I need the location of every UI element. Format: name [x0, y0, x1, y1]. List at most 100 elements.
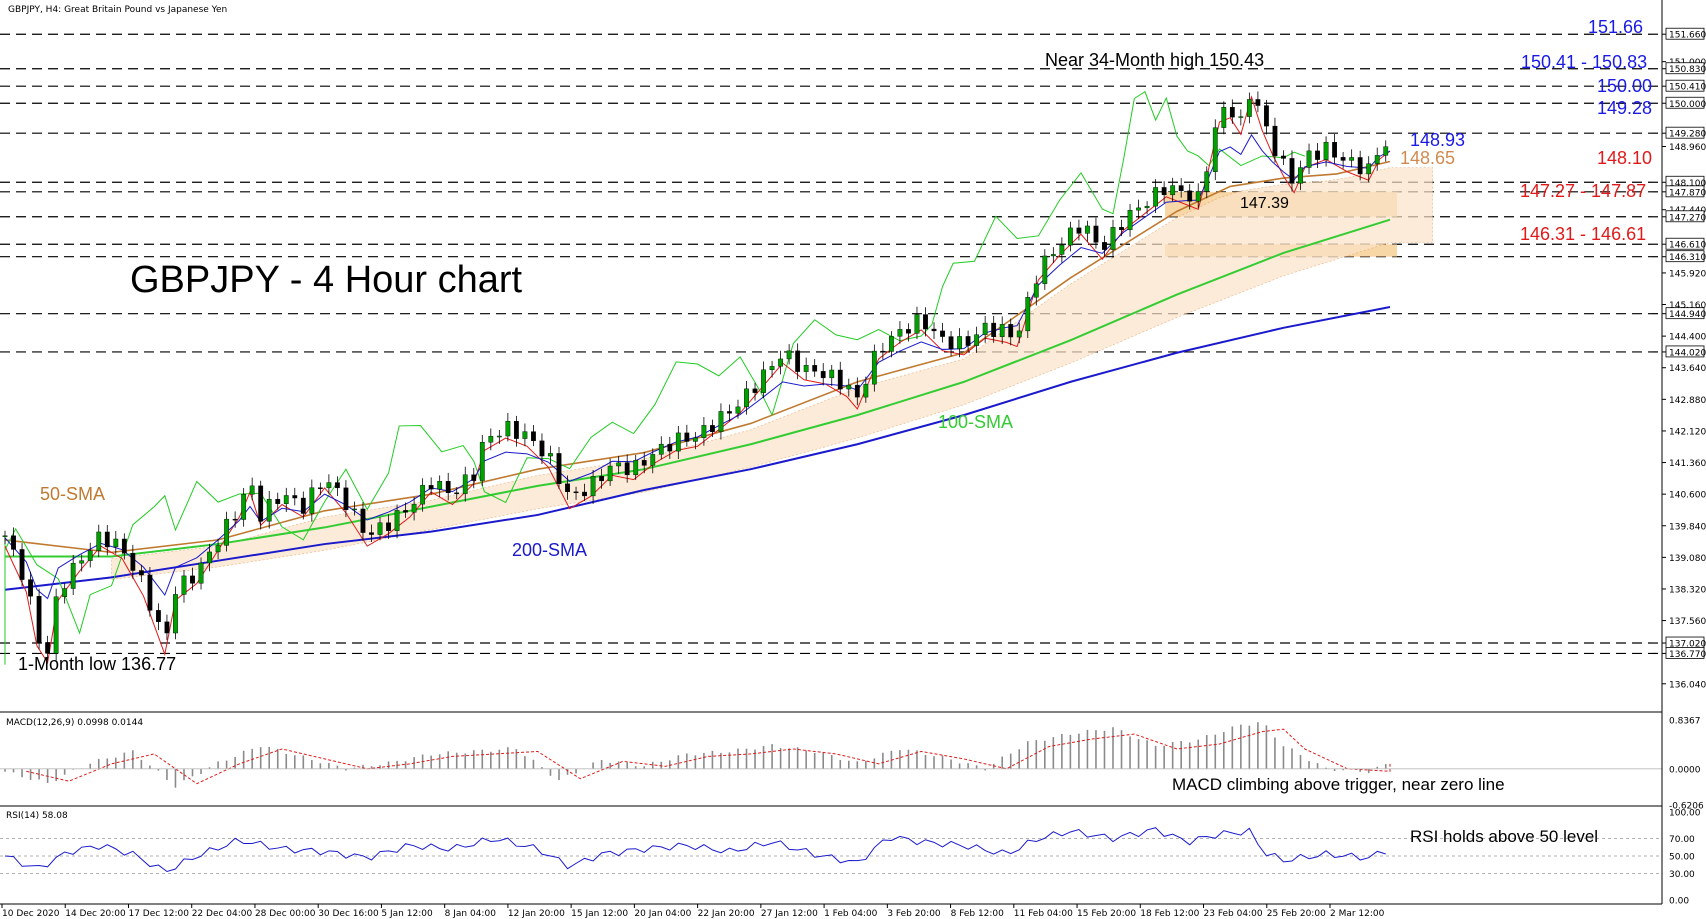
macd-header: MACD(12,26,9) 0.0998 0.0144: [6, 718, 143, 728]
candle-body: [454, 492, 460, 495]
candle-body: [837, 369, 843, 390]
candle-body: [727, 411, 732, 414]
candle-body: [138, 570, 144, 576]
resistance-label-1: 151.66: [1588, 17, 1643, 37]
sma50-line: [4, 160, 1391, 554]
candle-body: [735, 406, 741, 414]
macd-tick-label: 0.0000: [1669, 765, 1701, 775]
candle-body: [710, 425, 715, 432]
sma100-line: [5, 218, 1391, 558]
y-tick-label: 136.040: [1669, 680, 1706, 690]
candle-body: [1059, 244, 1065, 255]
candle-body: [11, 535, 16, 550]
candle-body: [948, 336, 954, 350]
candle-body: [1229, 107, 1235, 118]
candle-body: [1246, 99, 1252, 117]
rsi-tick-label: 50.00: [1669, 853, 1695, 863]
candle-body: [1178, 185, 1184, 192]
candle-body: [897, 329, 903, 337]
candle-body: [1102, 242, 1107, 250]
resistance-label-4: 149.28: [1597, 98, 1652, 118]
sma50-label: 50-SMA: [40, 484, 105, 504]
candle-body: [28, 579, 33, 597]
candle-body: [752, 388, 758, 393]
candle-body: [769, 366, 775, 371]
candle-body: [70, 562, 76, 589]
y-tick-label: 139.840: [1669, 522, 1706, 532]
candle-body: [1016, 330, 1022, 338]
candle-body: [1264, 105, 1269, 127]
candle-body: [258, 485, 264, 522]
y-tick-box: [1665, 345, 1705, 358]
candle-body: [871, 350, 877, 385]
candle-body: [880, 350, 886, 353]
candle-body: [317, 487, 323, 489]
candle-body: [173, 594, 178, 634]
candle-body: [326, 482, 332, 489]
kijun-label: 148.93: [1410, 130, 1465, 150]
candle-body: [744, 388, 749, 408]
candle-body: [386, 522, 391, 531]
y-tick-label: 148.100: [1669, 179, 1706, 189]
candle-body: [437, 481, 443, 490]
x-tick-label: 5 Jan 12:00: [381, 909, 433, 919]
candle-body: [352, 508, 357, 511]
candle-body: [411, 503, 417, 513]
candle-body: [1161, 187, 1167, 196]
candle-body: [812, 365, 818, 372]
candle-body: [718, 411, 724, 432]
candle-body: [906, 329, 911, 334]
macd-tick-label: 0.8367: [1669, 717, 1701, 727]
candle-body: [113, 538, 119, 548]
macd-signal-line: [26, 728, 1391, 785]
y-tick-label: 144.020: [1669, 348, 1706, 358]
candle-body: [462, 474, 468, 494]
candle-body: [582, 491, 587, 497]
candle-body: [1067, 227, 1073, 246]
candle-body: [198, 562, 204, 584]
cloud-label: 148.65: [1400, 148, 1455, 168]
candle-body: [854, 384, 860, 398]
candle-body: [1298, 167, 1303, 184]
candle-body: [641, 460, 647, 466]
candle-body: [889, 336, 894, 352]
candle-body: [156, 610, 161, 623]
candle-body: [1212, 127, 1218, 172]
candle-body: [923, 314, 928, 330]
x-tick-label: 2 Mar 12:00: [1330, 909, 1385, 919]
x-tick-label: 8 Jan 04:00: [445, 909, 497, 919]
y-tick-label: 144.940: [1669, 310, 1706, 320]
candle-body: [513, 420, 519, 439]
x-tick-label: 27 Jan 12:00: [761, 909, 818, 919]
candle-body: [309, 487, 315, 514]
candle-body: [761, 369, 766, 393]
candle-body: [1323, 142, 1329, 160]
candle-body: [275, 498, 281, 504]
x-tick-label: 8 Feb 12:00: [951, 909, 1005, 919]
candle-body: [403, 510, 408, 513]
candle-body: [1204, 171, 1210, 192]
candle-body: [999, 324, 1005, 337]
y-tick-label: 147.270: [1669, 213, 1706, 223]
candle-body: [624, 462, 630, 476]
y-tick-label: 151.660: [1669, 31, 1706, 41]
candle-body: [1008, 324, 1014, 338]
y-tick-label: 140.600: [1669, 491, 1706, 501]
x-tick-label: 17 Dec 12:00: [128, 909, 189, 919]
y-tick-box: [1665, 96, 1705, 109]
candle-body: [1238, 116, 1244, 118]
candle-body: [1281, 155, 1286, 159]
candle-body: [590, 476, 596, 497]
candle-body: [1033, 283, 1039, 298]
y-tick-label: 146.310: [1669, 253, 1706, 263]
candle-body: [1025, 297, 1031, 332]
candle-body: [1315, 150, 1320, 160]
y-tick-box: [1665, 237, 1705, 250]
candle-body: [241, 494, 247, 520]
candle-body: [692, 437, 698, 442]
candle-body: [1272, 125, 1278, 157]
y-tick-label: 143.640: [1669, 364, 1706, 374]
candle-body: [650, 454, 656, 466]
x-tick-label: 12 Jan 20:00: [508, 909, 565, 919]
candle-body: [1349, 157, 1355, 161]
